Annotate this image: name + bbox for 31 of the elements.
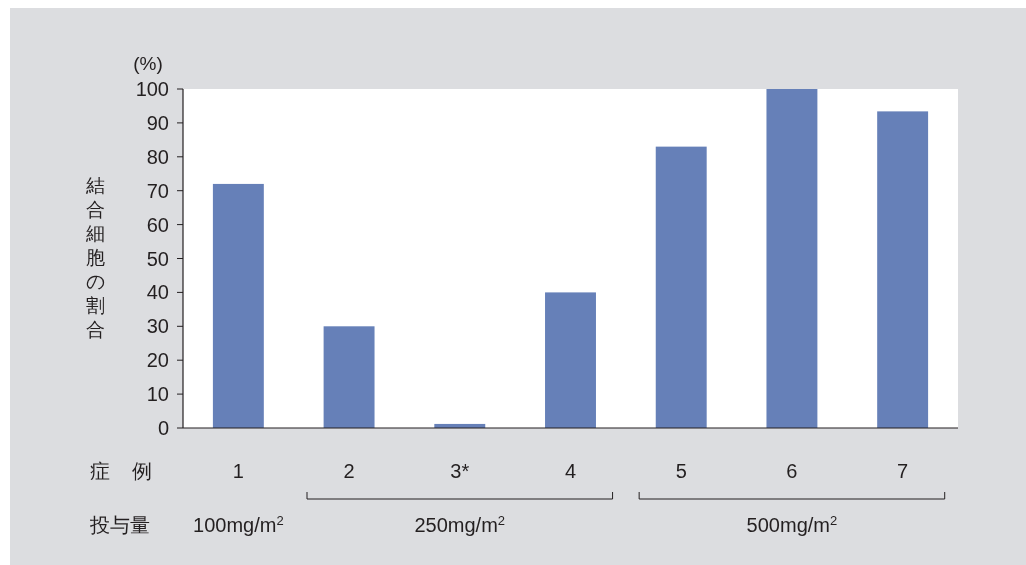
text: 250mg/m$^{2}$ [414,512,506,536]
bar [545,292,596,428]
y-tick-label: 40 [146,281,169,304]
bar [766,89,818,428]
y-tick-label: 100 [135,78,169,100]
text: (%) [133,53,163,74]
y-tick-label: 60 [146,213,169,236]
bar [323,326,375,428]
x-tick-label: 1 [232,460,244,482]
y-tick-label: 50 [146,247,169,270]
y-tick-label: 90 [146,111,169,134]
x-tick-label: 7 [897,460,909,482]
x-tick-label: 3* [450,460,470,482]
x-tick-label: 6 [786,460,798,482]
y-tick-label: 30 [146,315,169,338]
x-tick-label: 4 [564,460,577,482]
y-tick-label: 10 [146,383,169,406]
bar [877,111,929,428]
y-tick-label: 70 [146,179,169,202]
x-axis-title: 症 例 [90,460,160,482]
y-tick-label: 80 [146,145,169,168]
bar [655,146,707,428]
text: 投与量 [89,514,150,536]
y-axis-title: 結合細胞の割合 [85,175,105,340]
bar [212,183,264,428]
text: 500mg/m$^{2}$ [746,512,838,536]
x-tick-label: 2 [343,460,355,482]
text: 100mg/m$^{2}$ [193,512,284,536]
y-tick-label: 20 [146,349,169,372]
x-tick-label: 5 [675,460,687,482]
y-tick-label: 0 [157,417,169,439]
